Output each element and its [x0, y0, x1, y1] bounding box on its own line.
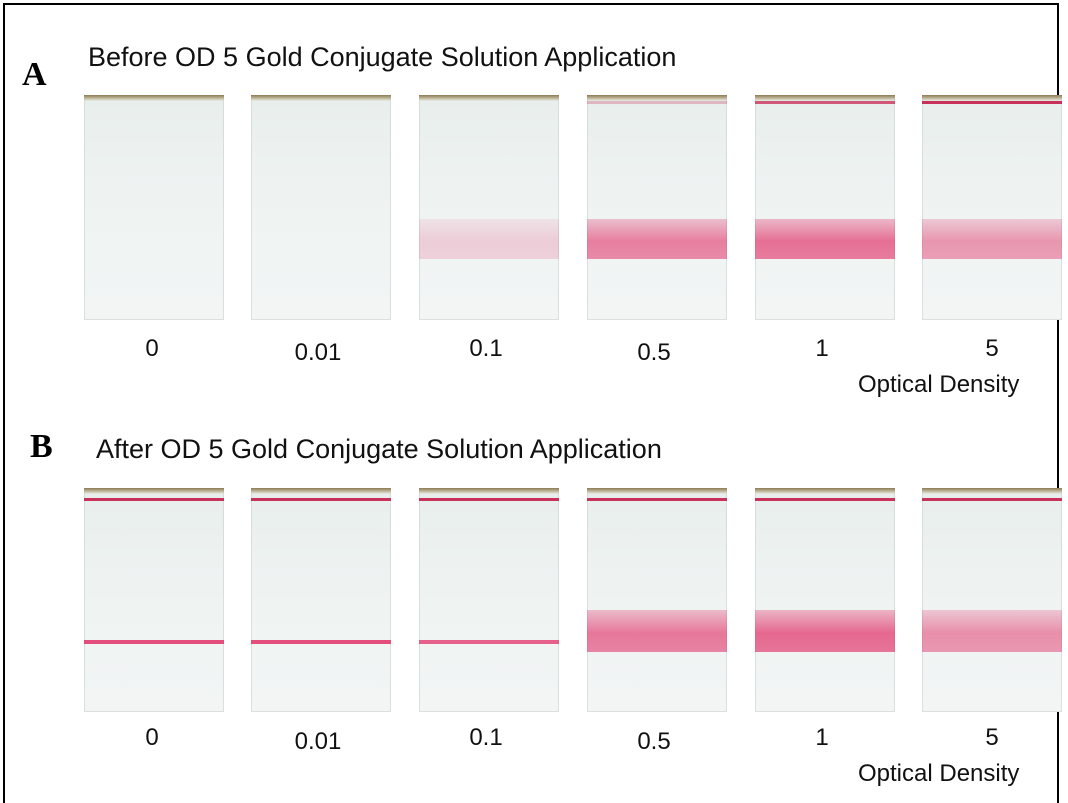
test-strip	[251, 488, 391, 712]
panel-b-label-3: 0.5	[637, 728, 671, 755]
panel-b-axis-title: Optical Density	[858, 760, 1020, 787]
strip-top-edge	[419, 95, 559, 101]
test-strip	[251, 95, 391, 320]
test-strip	[419, 95, 559, 320]
panel-b-label-2: 0.1	[469, 724, 503, 751]
panel-a-label-3: 0.5	[637, 339, 671, 366]
strip-top-edge	[251, 95, 391, 101]
test-band	[587, 219, 727, 259]
test-strip	[755, 488, 895, 712]
panel-b-title: After OD 5 Gold Conjugate Solution Appli…	[96, 434, 662, 464]
panel-a-axis-title: Optical Density	[858, 371, 1020, 398]
control-line	[419, 498, 559, 501]
control-line	[587, 498, 727, 501]
strip-top-edge	[419, 488, 559, 494]
test-band	[922, 219, 1062, 259]
test-band	[755, 610, 895, 652]
figure-frame	[3, 3, 1059, 803]
control-line	[84, 498, 224, 501]
strip-top-edge	[922, 488, 1062, 494]
test-band	[755, 219, 895, 259]
strip-top-edge	[587, 488, 727, 494]
test-band	[922, 610, 1062, 652]
panel-a-label-1: 0.01	[294, 339, 342, 366]
test-strip	[419, 488, 559, 712]
panel-b-letter: B	[30, 428, 53, 465]
test-line	[84, 640, 224, 644]
panel-a-label-4: 1	[815, 335, 829, 362]
strip-top-edge	[922, 95, 1062, 101]
test-strip	[84, 95, 224, 320]
strip-top-edge	[84, 95, 224, 101]
control-line	[587, 101, 727, 104]
panel-b-label-1: 0.01	[294, 728, 342, 755]
strip-top-edge	[587, 95, 727, 101]
control-line	[755, 498, 895, 501]
strip-top-edge	[755, 488, 895, 494]
panel-b-label-4: 1	[815, 724, 829, 751]
panel-a-label-0: 0	[145, 335, 159, 362]
strip-top-edge	[251, 488, 391, 494]
test-line	[419, 640, 559, 644]
panel-a-label-2: 0.1	[469, 335, 503, 362]
strip-top-edge	[755, 95, 895, 101]
panel-b-label-5: 5	[985, 724, 999, 751]
strip-top-edge	[84, 488, 224, 494]
test-band	[587, 610, 727, 652]
control-line	[922, 101, 1062, 104]
test-strip	[84, 488, 224, 712]
test-strip	[922, 95, 1062, 320]
panel-a-label-5: 5	[985, 335, 999, 362]
control-line	[922, 498, 1062, 501]
test-strip	[587, 95, 727, 320]
panel-a-title: Before OD 5 Gold Conjugate Solution Appl…	[88, 42, 677, 72]
test-band	[419, 219, 559, 259]
control-line	[251, 498, 391, 501]
test-strip	[587, 488, 727, 712]
test-strip	[755, 95, 895, 320]
control-line	[755, 101, 895, 104]
panel-b-label-0: 0	[145, 724, 159, 751]
panel-a-letter: A	[22, 56, 47, 93]
test-strip	[922, 488, 1062, 712]
test-line	[251, 640, 391, 644]
